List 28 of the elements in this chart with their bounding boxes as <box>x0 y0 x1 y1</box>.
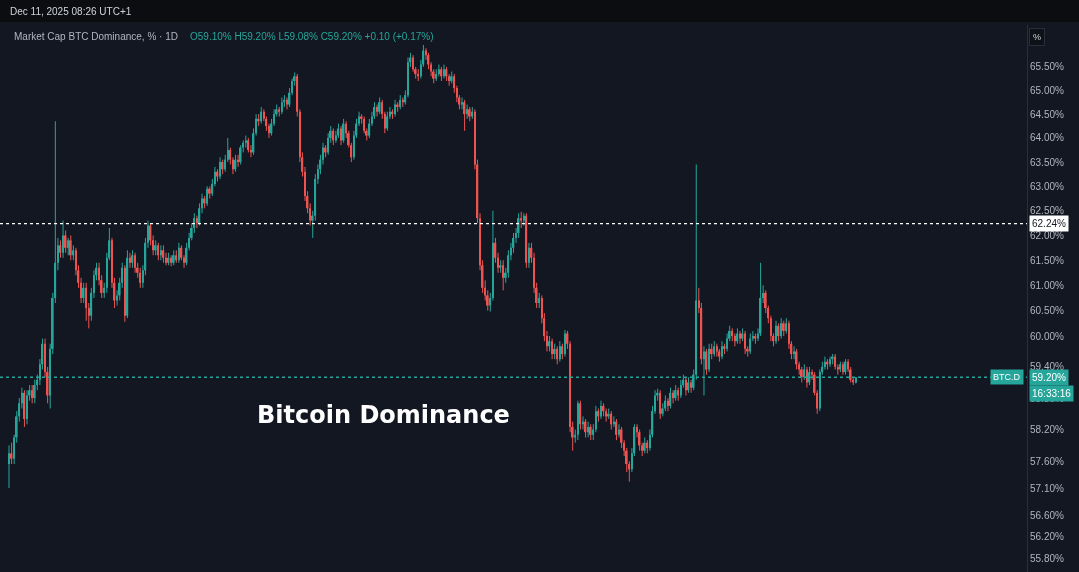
y-tick-label: 65.50% <box>1030 61 1065 73</box>
y-tick-label: 63.50% <box>1030 156 1065 168</box>
y-tick-label: 60.00% <box>1030 330 1065 342</box>
annotation: O59.10% H59.20% L59.08% C59.20% +0.10 (+0.17%) <box>190 31 434 42</box>
ref-line-label: 59.20% <box>1032 372 1067 383</box>
text: Market Cap BTC Dominance, % · 1D <box>14 31 178 42</box>
y-tick-label: 62.00% <box>1030 229 1065 241</box>
y-tick-label: 59.40% <box>1030 361 1065 373</box>
y-tick-label: 60.50% <box>1030 305 1065 317</box>
y-tick-label: 57.60% <box>1030 455 1065 467</box>
y-tick-label: 58.20% <box>1030 424 1065 436</box>
y-tick-label: 61.50% <box>1030 254 1065 266</box>
y-tick-label: 64.50% <box>1030 108 1065 120</box>
y-tick-label: 62.50% <box>1030 205 1065 217</box>
annotation: BTC.D <box>993 372 1021 382</box>
y-tick-label: 63.00% <box>1030 180 1065 192</box>
text: Dec 11, 2025 08:26 UTC+1 <box>10 6 132 17</box>
y-tick-label: 55.80% <box>1030 553 1065 565</box>
text: Bitcoin Dominance <box>257 401 510 430</box>
y-tick-label: 56.20% <box>1030 531 1065 543</box>
text: % <box>1033 32 1042 42</box>
ref-line-label: 62.24% <box>1032 218 1067 229</box>
text: 16:33:16 <box>1032 388 1072 399</box>
y-tick-label: 57.10% <box>1030 482 1065 494</box>
y-tick-label: 64.00% <box>1030 132 1065 144</box>
y-tick-label: 56.60% <box>1030 509 1065 521</box>
y-tick-label: 65.00% <box>1030 84 1065 96</box>
y-tick-label: 61.00% <box>1030 279 1065 291</box>
